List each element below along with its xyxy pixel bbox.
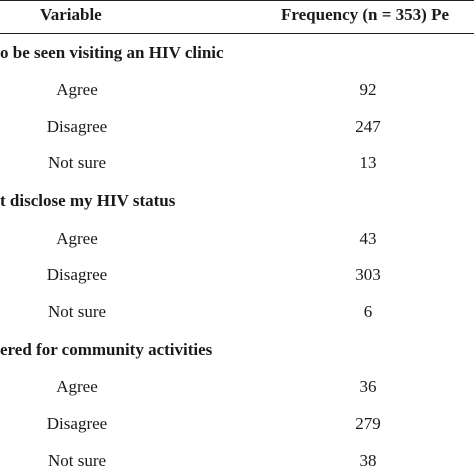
frequency-value: 92	[359, 80, 377, 99]
frequency-value: 36	[359, 377, 377, 396]
section-title: o be seen visiting an HIV clinic	[0, 43, 224, 62]
category-label: Not sure	[47, 451, 107, 470]
frequency-value: 43	[359, 229, 377, 248]
category-label: Agree	[56, 377, 98, 396]
frequency-value: 247	[355, 117, 381, 136]
frequency-value: 38	[359, 451, 377, 470]
frequency-value: 279	[355, 414, 381, 433]
category-label: Not sure	[47, 153, 107, 172]
table-header-rule	[0, 33, 474, 34]
category-label: Disagree	[46, 265, 108, 284]
section-title: t disclose my HIV status	[0, 191, 176, 210]
header-variable: Variable	[40, 5, 102, 24]
section-title: ered for community activities	[0, 340, 213, 359]
header-frequency: Frequency (n = 353) Pe	[281, 5, 450, 24]
category-label: Disagree	[46, 117, 108, 136]
table-top-rule	[0, 0, 474, 1]
category-label: Agree	[56, 229, 98, 248]
frequency-value: 13	[359, 153, 377, 172]
category-label: Disagree	[46, 414, 108, 433]
category-label: Not sure	[47, 302, 107, 321]
category-label: Agree	[56, 80, 98, 99]
frequency-value: 6	[363, 302, 373, 321]
frequency-value: 303	[355, 265, 381, 284]
